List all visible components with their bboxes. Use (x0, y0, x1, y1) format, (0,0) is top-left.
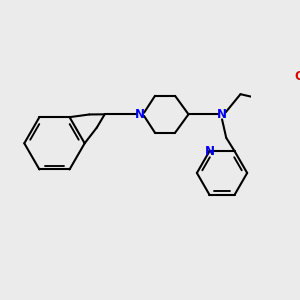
Text: N: N (217, 108, 227, 121)
Text: O: O (295, 70, 300, 83)
Text: N: N (205, 145, 214, 158)
Text: N: N (135, 108, 145, 121)
